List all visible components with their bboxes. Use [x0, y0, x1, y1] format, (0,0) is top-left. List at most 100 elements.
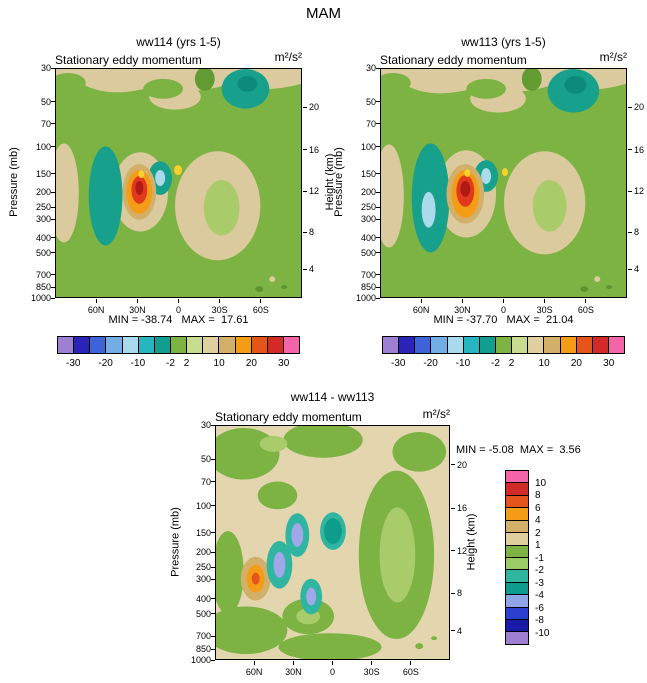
colorbar-tick-label: -30	[391, 358, 406, 369]
lat-tick-label: 30S	[536, 305, 553, 315]
lat-tick-label: 60S	[577, 305, 594, 315]
colorbar-tick-label: -10	[535, 627, 550, 639]
pressure-tick-mark	[376, 123, 380, 125]
minmax-text: MIN = -38.74 MAX = 17.61	[108, 314, 249, 326]
pressure-tick-mark	[51, 67, 55, 69]
colorbar-cell	[479, 337, 496, 353]
dark-green-streak	[521, 69, 542, 91]
height-tick-mark	[628, 231, 632, 233]
lat-tick-label: 30S	[363, 667, 380, 677]
height-tick-mark	[451, 630, 455, 632]
pressure-tick-label: 500	[360, 247, 376, 258]
pressure-tick-mark	[211, 458, 215, 460]
colorbar-tick-label: 2	[183, 358, 190, 369]
pressure-tick-label: 400	[360, 232, 376, 243]
lat-tick-label: 30N	[129, 305, 146, 315]
pressure-tick-label: 30	[365, 63, 376, 73]
minmax-text: MIN = -5.08 MAX = 3.56	[456, 444, 581, 456]
lat-tick-mark	[253, 661, 255, 665]
green-top-blobs	[56, 72, 183, 99]
panel-diff: ww114 - ww113 Stationary eddy momentum m…	[160, 382, 647, 683]
height-tick-mark	[303, 268, 307, 270]
pressure-tick-label: 300	[360, 214, 376, 225]
pressure-tick-mark	[211, 648, 215, 650]
colorbar-tick-label: -20	[423, 358, 438, 369]
pressure-tick-label: 100	[35, 141, 51, 152]
pressure-tick-mark	[51, 101, 55, 102]
pale-green-patch	[532, 180, 567, 232]
height-tick-label: 16	[309, 144, 320, 155]
pressure-tick-mark	[211, 598, 215, 600]
colorbar-cell	[506, 620, 528, 633]
pressure-tick-label: 200	[195, 547, 211, 558]
colorbar-cell	[219, 337, 236, 353]
teal-cells	[411, 69, 600, 253]
pressure-tick-mark	[51, 237, 55, 239]
colorbar-tick-label: -2	[491, 358, 500, 369]
colorbar-cell	[431, 337, 448, 353]
pressure-tick-mark	[376, 67, 380, 69]
colorbar-cell	[106, 337, 123, 353]
bottom-speckles	[580, 276, 613, 293]
colorbar-cell	[74, 337, 91, 353]
colorbar-cell	[138, 337, 155, 353]
lat-tick-mark	[585, 299, 587, 303]
bottom-speckles	[415, 636, 438, 650]
pressure-tick-mark	[376, 274, 380, 276]
colorbar-tick-label: 20	[570, 358, 582, 369]
pressure-tick-label: 400	[195, 593, 211, 604]
colorbar-cell	[447, 337, 464, 353]
lat-tick-mark	[136, 299, 138, 303]
pressure-tick-label: 30	[200, 420, 211, 430]
height-tick-mark	[628, 149, 632, 151]
height-tick-label: 16	[457, 503, 468, 514]
height-tick-label: 8	[309, 227, 315, 238]
pressure-tick-label: 70	[365, 118, 376, 129]
pressure-tick-label: 50	[40, 96, 51, 107]
lat-tick-mark	[260, 299, 262, 303]
colorbar-cell	[506, 582, 528, 596]
pressure-tick-label: 850	[35, 282, 51, 293]
pressure-tick-mark	[211, 481, 215, 483]
lat-tick-label: 30N	[454, 305, 471, 315]
colorbar-tick-label: -10	[455, 358, 471, 369]
contour-field-ww113	[381, 69, 626, 297]
height-tick-label: 12	[457, 545, 468, 556]
height-tick-label: 8	[634, 227, 640, 238]
panel-subtitle: Stationary eddy momentum	[380, 53, 527, 67]
colorbar-cell	[187, 337, 204, 353]
lat-tick-label: 60N	[87, 305, 105, 315]
colorbar-cell	[283, 337, 300, 353]
panel-ww114: ww114 (yrs 1-5) Stationary eddy momentum…	[0, 26, 336, 380]
pressure-tick-label: 30	[40, 63, 51, 73]
pressure-tick-mark	[211, 551, 215, 553]
pressure-tick-mark	[376, 218, 380, 220]
colorbar-cell	[512, 337, 529, 353]
contour-plot-ww114	[55, 68, 302, 298]
colorbar-cell	[58, 337, 75, 353]
contour-field-ww114	[56, 69, 301, 297]
figure-title: MAM	[306, 5, 341, 22]
pressure-tick-mark	[51, 252, 55, 254]
colorbar-cell	[154, 337, 171, 353]
colorbar-cell	[506, 595, 528, 608]
colorbar-cell	[506, 520, 528, 534]
colorbar-cell	[90, 337, 107, 353]
colorbar-cell	[560, 337, 577, 353]
lat-tick-mark	[292, 661, 294, 665]
pressure-tick-mark	[376, 191, 380, 193]
pressure-tick-mark	[211, 532, 215, 534]
pressure-tick-label: 850	[360, 282, 376, 293]
lat-tick-label: 0	[329, 667, 335, 677]
green-top-blobs	[381, 72, 506, 99]
height-tick-mark	[628, 190, 632, 192]
colorbar-cell	[170, 337, 188, 353]
colorbar-tick-label: 30	[603, 358, 615, 369]
pressure-tick-mark	[211, 659, 215, 661]
colorbar-tick-label: 30	[278, 358, 290, 369]
pressure-tick-mark	[376, 286, 380, 288]
pressure-tick-label: 50	[365, 96, 376, 107]
colorbar-cell	[576, 337, 593, 353]
panel-units: m²/s²	[422, 407, 450, 421]
